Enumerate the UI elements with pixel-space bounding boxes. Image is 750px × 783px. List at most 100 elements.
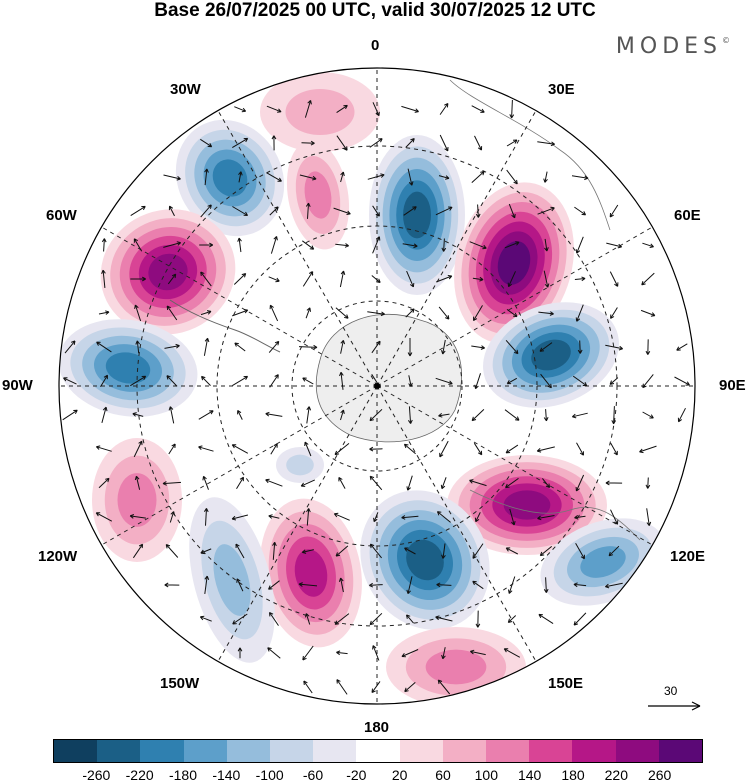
- wind-arrow: [407, 406, 413, 424]
- wind-arrow: [268, 580, 280, 590]
- wind-arrow: [335, 545, 349, 557]
- wind-arrow: [303, 680, 313, 694]
- wind-arrow: [438, 413, 450, 418]
- wind-arrow: [639, 445, 657, 454]
- wind-arrow: [404, 547, 416, 555]
- meridian-line: [376, 225, 655, 387]
- wind-arrow: [334, 443, 350, 456]
- wind-arrow: [238, 171, 243, 183]
- wind-arrow: [203, 508, 209, 526]
- lon-label-150e: 150E: [548, 675, 584, 692]
- colorbar-tick-label: 180: [561, 767, 585, 783]
- wind-arrow: [367, 173, 385, 180]
- wind-arrow: [200, 271, 212, 287]
- wind-arrow: [475, 512, 481, 523]
- wind-arrow: [199, 242, 214, 248]
- wind-arrow: [335, 307, 349, 319]
- wind-arrow: [505, 477, 519, 489]
- wind-arrow: [506, 308, 518, 318]
- wind-arrow: [269, 304, 279, 322]
- wind-arrow: [266, 105, 282, 113]
- colorbar-tick-label: -220: [125, 767, 154, 783]
- lon-label-120w: 120W: [38, 548, 78, 565]
- wind-arrow: [574, 276, 586, 282]
- wind-arrow: [508, 576, 516, 594]
- wind-arrow: [162, 481, 182, 486]
- colorbar-swatch: [399, 740, 443, 762]
- wind-arrow: [474, 373, 481, 390]
- wind-arrow: [267, 647, 281, 659]
- wind-arrow: [471, 170, 485, 183]
- wind-arrow: [62, 409, 78, 421]
- wind-arrow: [369, 543, 382, 559]
- wind-arrow: [609, 204, 619, 218]
- wind-arrow: [505, 547, 519, 555]
- wind-arrow: [437, 679, 451, 695]
- wind-arrow: [609, 271, 619, 287]
- wind-arrow: [369, 408, 383, 422]
- colorbar-swatch: [442, 740, 487, 762]
- wind-arrow: [471, 345, 485, 350]
- wind-arrow: [301, 549, 314, 554]
- latitude-circle: [291, 300, 463, 472]
- wind-arrow: [537, 141, 555, 147]
- wind-arrow: [204, 575, 210, 594]
- wind-arrow: [231, 514, 249, 521]
- wind-arrow: [435, 206, 453, 216]
- wind-arrow: [203, 337, 210, 356]
- lon-label-0: 0: [371, 37, 380, 54]
- wind-arrow: [298, 344, 318, 350]
- wind-arrow: [642, 242, 654, 248]
- wind-arrow: [571, 175, 589, 181]
- wind-arrow: [134, 475, 141, 490]
- wind-arrow: [271, 135, 277, 151]
- wind-arrow: [438, 306, 450, 320]
- wind-arrow: [231, 444, 249, 454]
- lon-label-180: 180: [364, 719, 390, 736]
- colorbar-swatch: [658, 740, 703, 762]
- meridian-line: [99, 225, 378, 387]
- wind-arrow: [232, 137, 249, 149]
- wind-arrow: [403, 443, 416, 455]
- colorbar-swatch: [226, 740, 271, 762]
- wind-arrow: [163, 174, 181, 181]
- anomaly-contour: [425, 649, 487, 685]
- wind-arrow: [436, 275, 453, 283]
- wind-arrow: [642, 374, 654, 389]
- wind-arrow: [406, 576, 413, 595]
- wind-arrow: [505, 444, 519, 454]
- wind-arrow: [305, 202, 311, 219]
- wind-arrow: [645, 339, 651, 355]
- wind-arrow: [401, 105, 419, 113]
- wind-arrow: [373, 512, 379, 523]
- colorbar-swatch: [615, 740, 659, 762]
- colorbar-swatch: [183, 740, 227, 762]
- wind-arrow: [64, 340, 76, 354]
- lon-label-120e: 120E: [670, 548, 706, 565]
- reference-vector-label: 30: [664, 684, 678, 698]
- wind-arrow: [101, 238, 107, 252]
- wind-arrow: [168, 205, 175, 217]
- wind-arrow: [63, 377, 77, 385]
- wind-arrow: [340, 171, 345, 183]
- colorbar-swatch: [356, 740, 400, 762]
- wind-arrow: [402, 243, 418, 249]
- chart-title: Base 26/07/2025 00 UTC, valid 30/07/2025…: [154, 0, 596, 21]
- wind-arrow: [130, 375, 147, 387]
- wind-arrow: [163, 241, 182, 248]
- brand-mark: ©: [722, 36, 730, 45]
- wind-arrow: [333, 207, 351, 215]
- reference-vector-head: [691, 701, 701, 711]
- colorbar-tick-label: -180: [168, 767, 198, 783]
- wind-arrow: [439, 134, 449, 152]
- wind-arrow: [401, 515, 419, 520]
- wind-arrow: [536, 446, 555, 453]
- wind-arrow: [475, 610, 481, 628]
- lon-label-60w: 60W: [46, 207, 77, 224]
- wind-arrow: [369, 138, 383, 148]
- wind-arrow: [306, 406, 312, 424]
- wind-arrow: [200, 138, 213, 148]
- anomaly-contour: [580, 546, 626, 578]
- wind-arrow: [335, 243, 349, 248]
- wind-arrow: [537, 515, 555, 521]
